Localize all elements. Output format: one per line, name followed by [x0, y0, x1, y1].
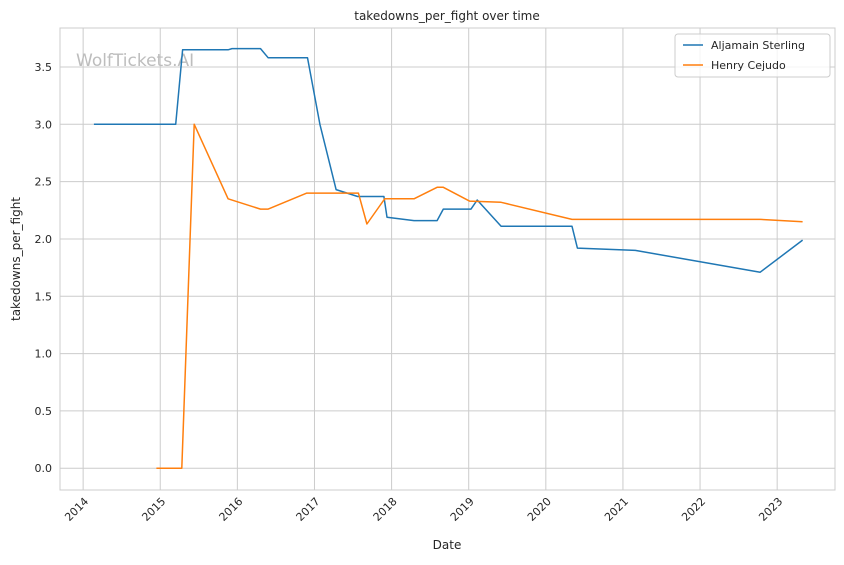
x-tick-label: 2023: [756, 495, 785, 524]
legend-label-sterling: Aljamain Sterling: [711, 39, 805, 52]
y-tick-label: 3.0: [35, 118, 53, 131]
x-tick-label: 2015: [139, 495, 168, 524]
y-tick-label: 0.5: [35, 405, 53, 418]
watermark: WolfTickets.AI: [76, 51, 194, 71]
series-line-aljamain-sterling: [93, 47, 804, 273]
x-tick-label: 2016: [216, 495, 245, 524]
y-tick-label: 2.5: [35, 176, 53, 189]
x-tick-label: 2019: [448, 495, 477, 524]
tick-labels: 2014 2015 2016 2017 2018 2019 2020 2021 2022 2023…: [35, 61, 786, 524]
series-line-henry-cejudo: [156, 123, 803, 469]
series-lines: [93, 47, 804, 469]
y-axis-label: takedowns_per_fight: [9, 197, 23, 321]
chart-title: takedowns_per_fight over time: [354, 9, 540, 23]
x-tick-label: 2014: [62, 495, 91, 524]
x-tick-label: 2020: [525, 495, 554, 524]
x-tick-label: 2022: [679, 495, 708, 524]
y-tick-label: 2.0: [35, 233, 53, 246]
y-tick-label: 1.5: [35, 290, 53, 303]
y-tick-label: 1.0: [35, 348, 53, 361]
y-tick-label: 0.0: [35, 462, 53, 475]
legend-label-cejudo: Henry Cejudo: [711, 59, 786, 72]
x-tick-label: 2021: [602, 495, 631, 524]
legend: Aljamain Sterling Henry Cejudo: [674, 33, 831, 78]
y-tick-label: 3.5: [35, 61, 53, 74]
x-axis-label: Date: [433, 538, 462, 552]
plot-frame: [59, 27, 836, 491]
grid: [60, 28, 835, 490]
x-tick-label: 2017: [294, 495, 323, 524]
legend-box: [674, 33, 831, 78]
x-tick-label: 2018: [371, 495, 400, 524]
